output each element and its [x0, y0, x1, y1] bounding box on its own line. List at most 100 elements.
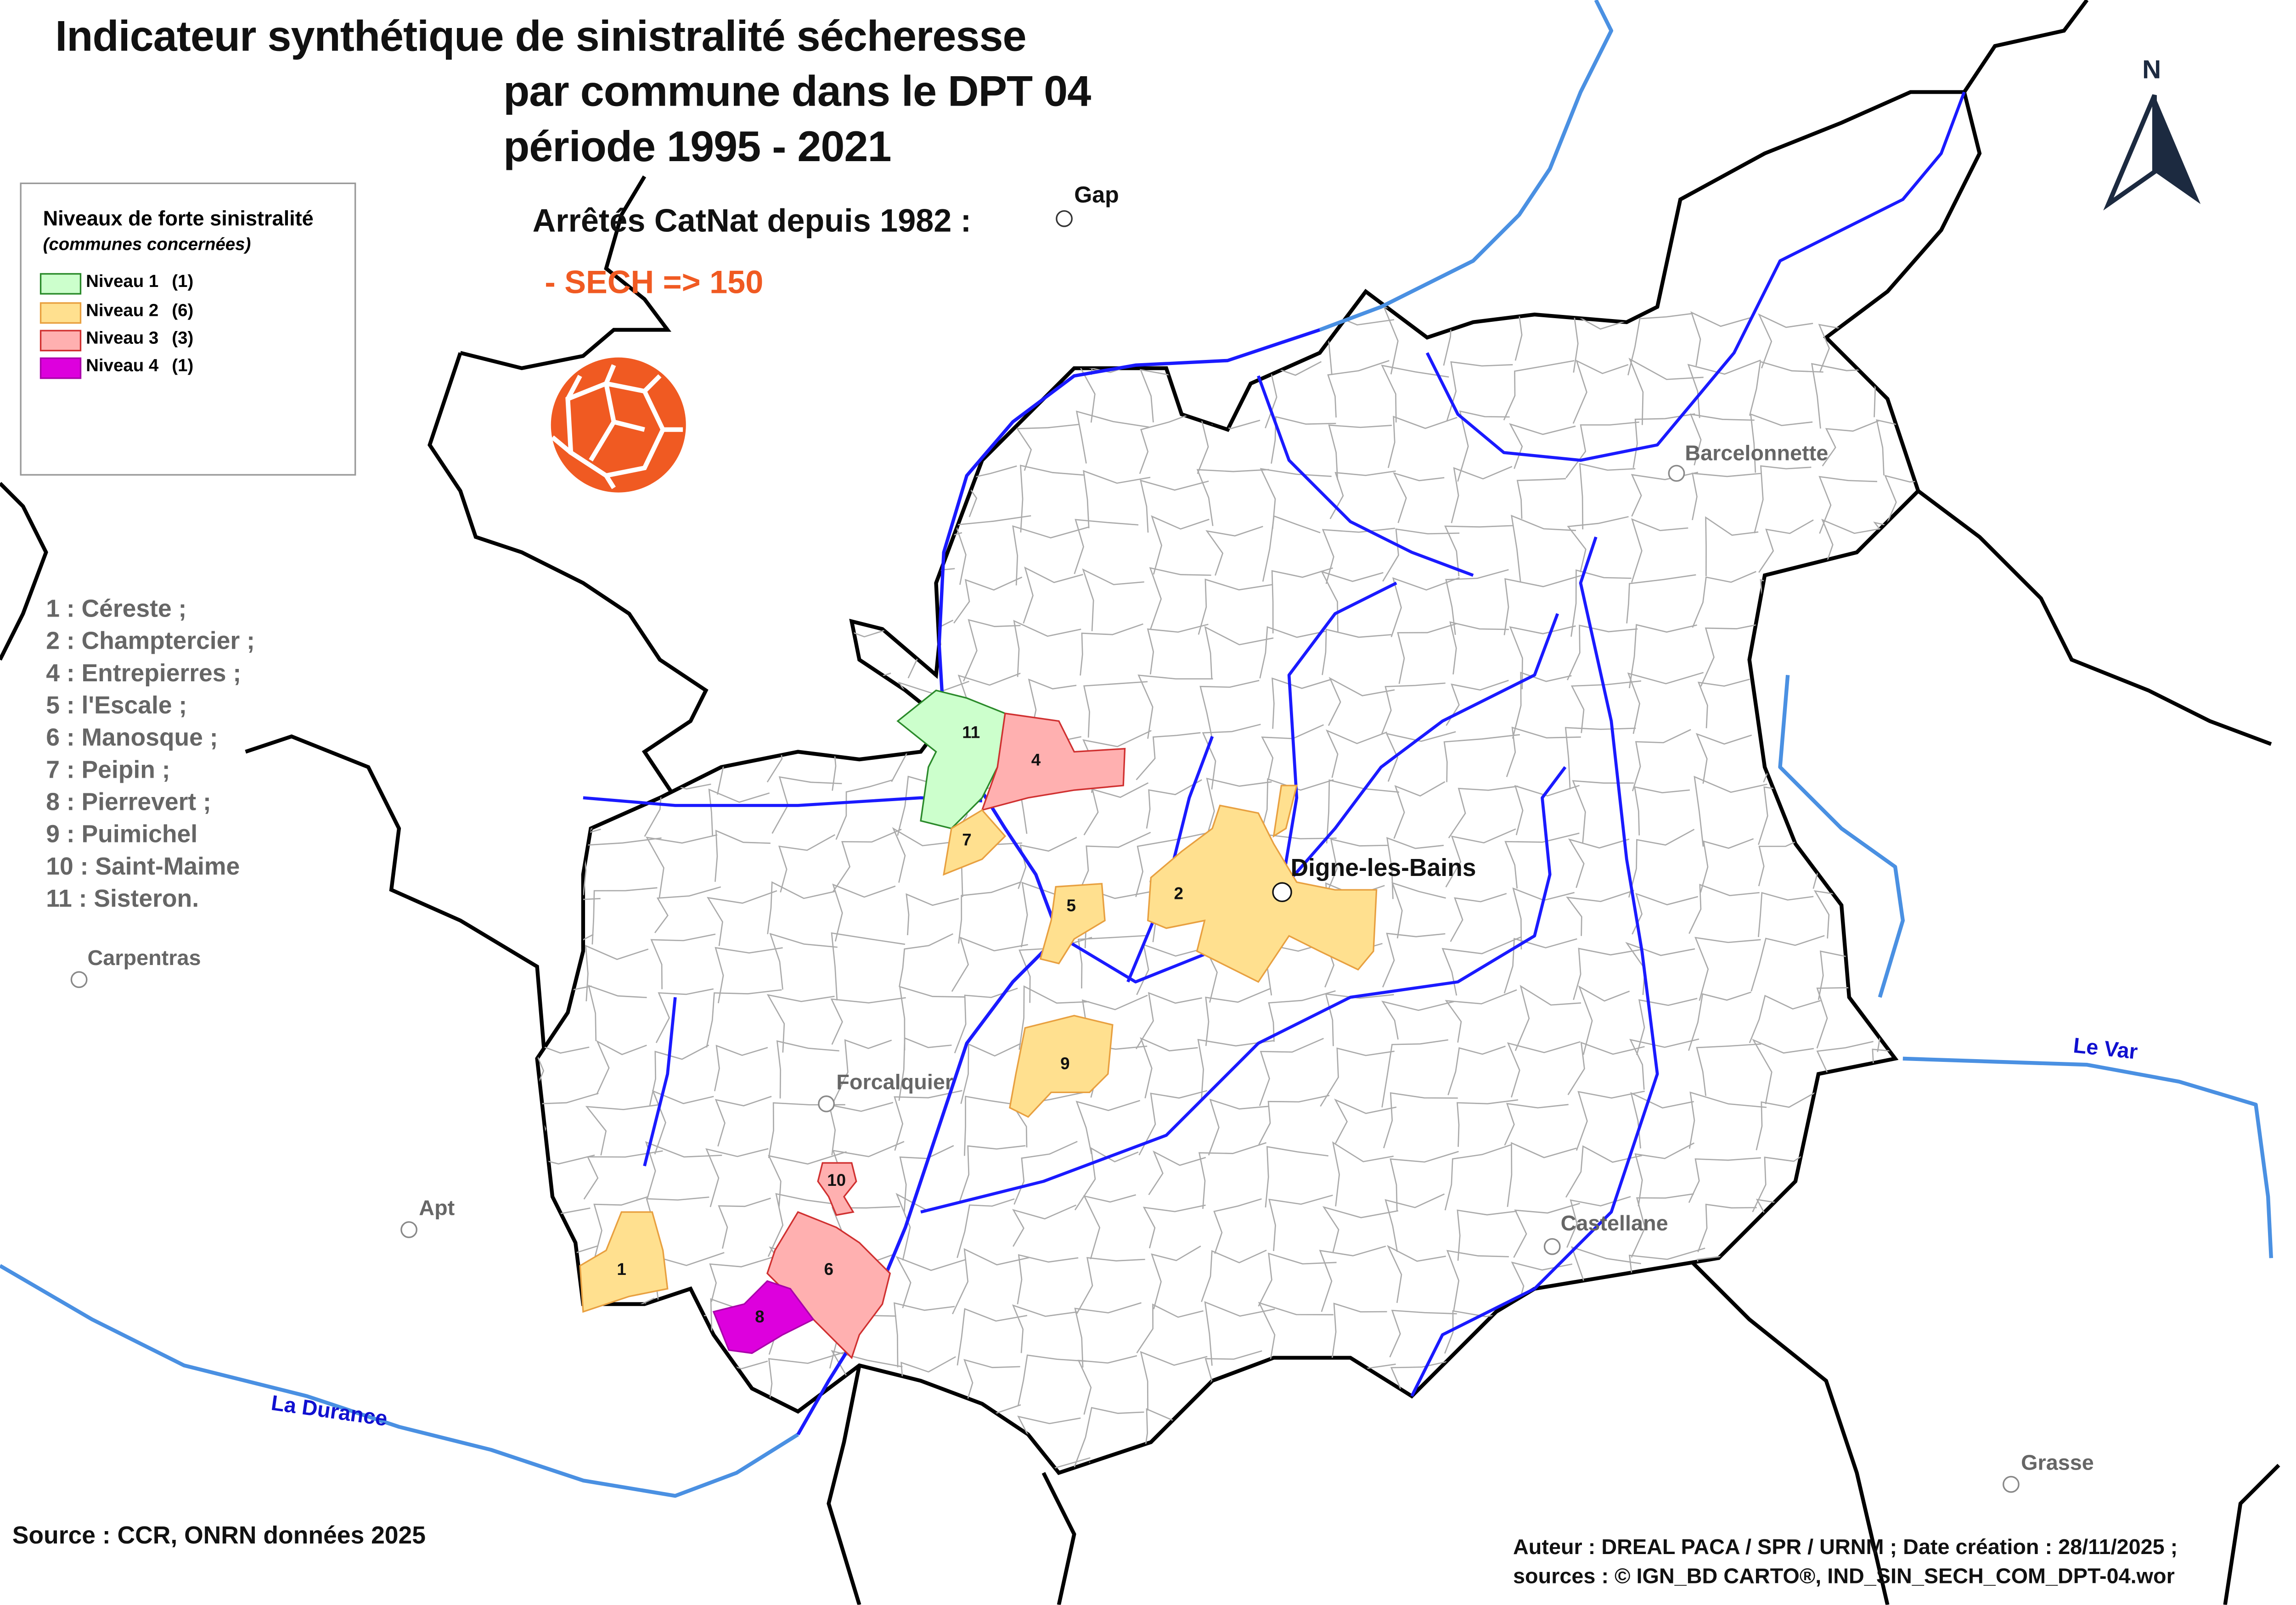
commune-border — [1749, 361, 1823, 416]
commune-border — [1689, 413, 1755, 466]
commune-border — [1386, 1454, 1449, 1473]
commune-border — [1626, 1461, 1707, 1473]
commune-border — [1147, 623, 1209, 675]
river-durance-upper — [1425, 91, 1966, 462]
commune-border — [1140, 1351, 1208, 1411]
commune-border — [591, 518, 654, 585]
commune-border — [1199, 679, 1260, 739]
commune-border — [1504, 1103, 1569, 1146]
commune-border — [1810, 1455, 1880, 1473]
commune-label: 7 — [962, 830, 971, 849]
commune-border — [1513, 1202, 1580, 1258]
commune-border — [1017, 1254, 1079, 1305]
catnat-value: - SECH => 150 — [545, 265, 764, 301]
commune-border — [1322, 1206, 1399, 1252]
commune-border — [1940, 1142, 1980, 1206]
commune-border — [835, 360, 907, 415]
commune-border — [1204, 626, 1274, 679]
commune-border — [584, 724, 662, 789]
commune-border — [1457, 410, 1510, 482]
commune-label: 2 — [1174, 884, 1183, 903]
commune-border — [1566, 1196, 1631, 1248]
commune-border — [1632, 729, 1691, 791]
commune-border — [1572, 359, 1629, 424]
commune-border — [1381, 365, 1449, 423]
commune-border — [1507, 1142, 1577, 1207]
commune-list-item: 1 : Céreste ; — [46, 596, 187, 623]
map-title-line1: Indicateur synthétique de sinistralité s… — [55, 12, 1026, 60]
commune-border — [1934, 885, 1980, 948]
commune-border — [1198, 578, 1273, 635]
commune-border — [894, 1090, 962, 1151]
commune-border — [1387, 1245, 1446, 1303]
commune-border — [537, 785, 601, 829]
commune-border — [1325, 729, 1387, 778]
commune-border — [1260, 468, 1332, 529]
commune-border — [1135, 831, 1211, 897]
commune-border — [1516, 478, 1566, 519]
city-marker — [2003, 1476, 2020, 1493]
commune-border — [1444, 1144, 1512, 1211]
commune-border — [1325, 993, 1394, 1046]
commune-border — [1074, 1407, 1144, 1467]
commune-border — [1758, 833, 1812, 887]
commune-border — [1628, 829, 1695, 898]
commune-border — [766, 994, 835, 1053]
commune-border — [1565, 1145, 1643, 1198]
commune-border — [963, 1095, 1013, 1156]
commune-2-digne-strip — [1272, 785, 1298, 838]
river-durance-outer — [0, 1264, 799, 1498]
commune-border — [1689, 1354, 1765, 1421]
commune-border — [1567, 516, 1629, 572]
commune-border — [774, 412, 843, 478]
commune-border — [1579, 463, 1636, 530]
sources-credit: sources : © IGN_BD CARTO®, IND_SIN_SECH_… — [1513, 1563, 2175, 1588]
legend-count: (3) — [172, 330, 194, 348]
commune-border — [537, 567, 586, 633]
commune-border — [899, 933, 953, 988]
commune-border — [1885, 1352, 1939, 1406]
river-verdon — [1410, 536, 1659, 1397]
commune-border — [1812, 621, 1879, 690]
place-gap: Gap — [1074, 182, 1119, 209]
commune-border — [1451, 466, 1513, 523]
commune-border — [1258, 1252, 1337, 1307]
commune-border — [771, 672, 829, 726]
commune-7-peipin — [943, 809, 1007, 876]
commune-border — [1271, 416, 1336, 464]
commune-border — [537, 1299, 592, 1359]
commune-border — [1322, 629, 1392, 675]
commune-border — [1016, 424, 1079, 471]
commune-border — [1202, 724, 1261, 790]
place-castellane: Castellane — [1560, 1210, 1668, 1235]
commune-border — [773, 631, 841, 690]
commune-label: 10 — [827, 1171, 846, 1190]
commune-border — [1204, 777, 1272, 844]
commune-list-item: 9 : Puimichel — [46, 822, 198, 849]
commune-border — [655, 988, 714, 1044]
commune-border — [1205, 526, 1263, 576]
commune-list-item: 11 : Sisteron. — [46, 887, 199, 913]
commune-border — [1571, 1351, 1629, 1413]
commune-border — [767, 881, 836, 934]
commune-border — [1936, 1467, 1980, 1473]
legend: Niveaux de forte sinistralité (communes … — [20, 182, 356, 476]
catnat-heading: Arrêtés CatNat depuis 1982 : — [532, 204, 972, 240]
commune-border — [1445, 569, 1509, 635]
north-arrow-icon — [2103, 94, 2201, 211]
commune-border — [1443, 734, 1520, 782]
commune-border — [1083, 681, 1148, 738]
commune-border — [1391, 882, 1446, 939]
commune-border — [835, 779, 893, 840]
river-ubaye — [1257, 375, 1474, 577]
commune-border — [1627, 313, 1693, 376]
commune-border — [1445, 828, 1516, 887]
commune-border — [1874, 571, 1951, 634]
commune-border — [1880, 321, 1946, 361]
commune-list-item: 5 : l'Escale ; — [46, 693, 187, 720]
commune-border — [1319, 1246, 1386, 1312]
drought-cracked-earth-icon — [551, 357, 686, 493]
legend-label: Niveau 2 — [86, 302, 159, 321]
commune-border — [1705, 516, 1759, 576]
commune-border — [1936, 686, 1980, 730]
